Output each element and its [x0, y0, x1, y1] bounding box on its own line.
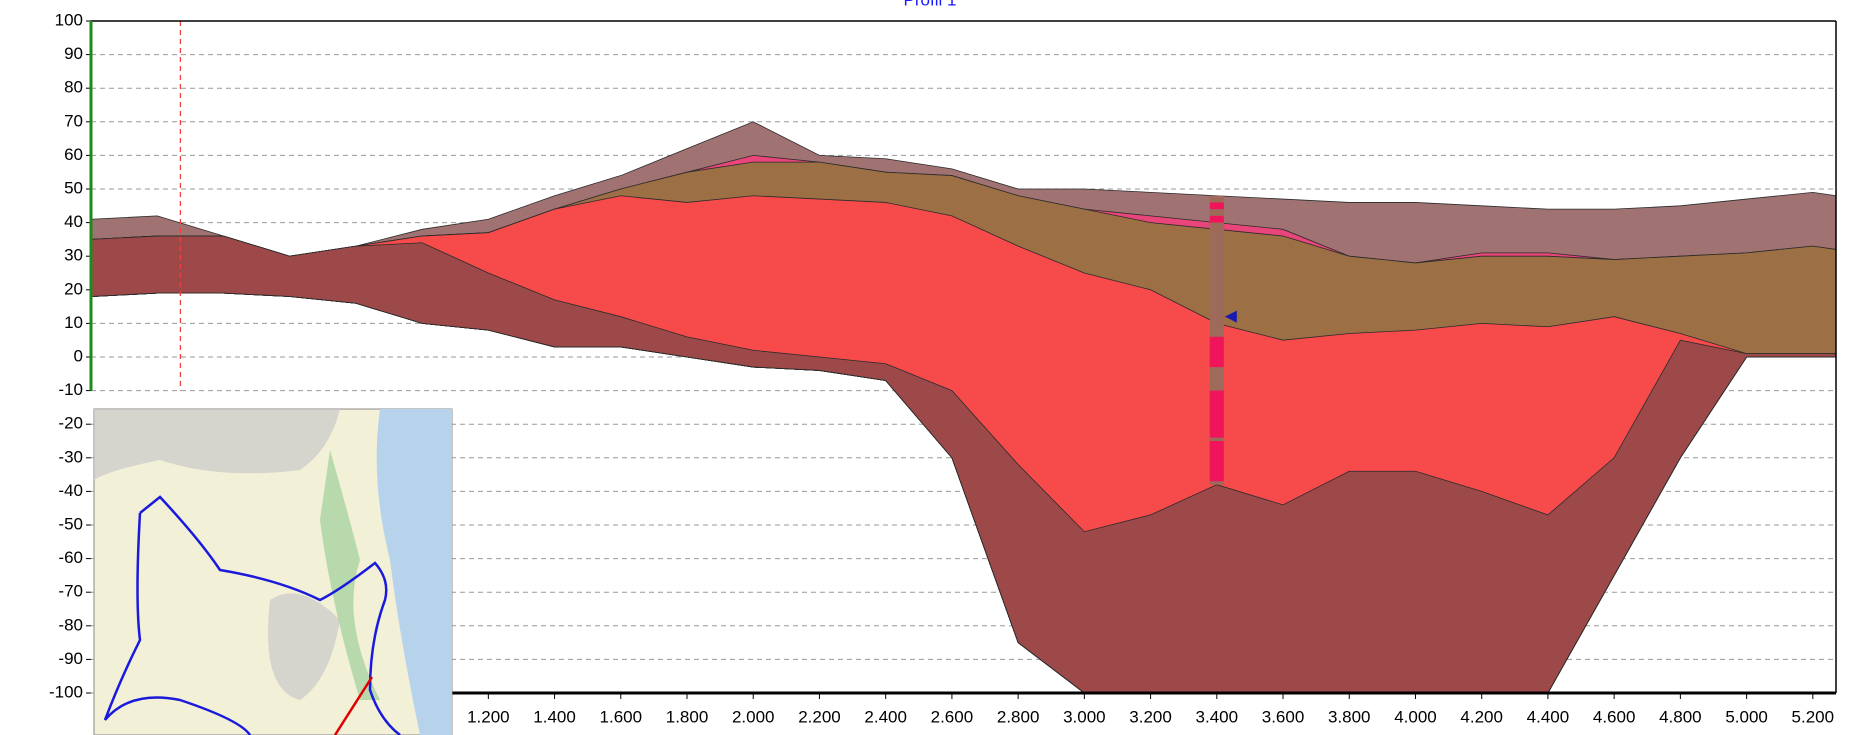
y-tick-label: -30 [58, 447, 83, 466]
y-tick-label: 90 [64, 44, 83, 63]
x-tick-label: 3.200 [1129, 707, 1172, 726]
y-tick-label: 0 [74, 346, 83, 365]
y-tick-label: -70 [58, 582, 83, 601]
borehole-segment [1210, 391, 1224, 438]
x-tick-label: 2.000 [732, 707, 775, 726]
y-tick-label: -80 [58, 615, 83, 634]
y-tick-label: 80 [64, 78, 83, 97]
borehole-segment [1210, 202, 1224, 209]
x-tick-label: 4.000 [1394, 707, 1437, 726]
borehole-segment [1210, 337, 1224, 367]
y-tick-label: 30 [64, 246, 83, 265]
x-tick-label: 1.400 [533, 707, 576, 726]
y-tick-label: 60 [64, 145, 83, 164]
x-tick-label: 4.400 [1527, 707, 1570, 726]
chart-title: Profil 1 [904, 0, 957, 9]
page: {"chart_data": {"type": "area", "title":… [0, 0, 1849, 735]
x-tick-label: 5.200 [1792, 707, 1835, 726]
y-tick-label: 40 [64, 212, 83, 231]
y-tick-label: 100 [55, 10, 83, 29]
y-tick-label: 10 [64, 313, 83, 332]
x-tick-label: 4.200 [1460, 707, 1503, 726]
x-tick-label: 3.400 [1196, 707, 1239, 726]
x-tick-label: 1.200 [467, 707, 510, 726]
y-tick-label: -40 [58, 481, 83, 500]
y-tick-label: 50 [64, 178, 83, 197]
borehole-segment [1210, 441, 1224, 481]
x-tick-label: 5.000 [1725, 707, 1768, 726]
x-tick-label: 1.600 [600, 707, 643, 726]
x-tick-label: 4.600 [1593, 707, 1636, 726]
x-tick-label: 4.800 [1659, 707, 1702, 726]
chart: -100-90-80-70-60-50-40-30-20-10010203040… [0, 0, 1849, 735]
y-tick-label: 70 [64, 111, 83, 130]
y-tick-label: -10 [58, 380, 83, 399]
borehole-segment [1210, 216, 1224, 223]
x-tick-label: 1.800 [666, 707, 709, 726]
x-tick-label: 2.800 [997, 707, 1040, 726]
x-tick-label: 2.200 [798, 707, 841, 726]
y-tick-label: -100 [49, 682, 83, 701]
x-tick-label: 2.600 [931, 707, 974, 726]
y-tick-label: 20 [64, 279, 83, 298]
x-tick-label: 2.400 [864, 707, 907, 726]
x-tick-label: 3.800 [1328, 707, 1371, 726]
y-tick-label: -90 [58, 649, 83, 668]
y-tick-label: -50 [58, 514, 83, 533]
y-tick-label: -20 [58, 414, 83, 433]
y-tick-label: -60 [58, 548, 83, 567]
x-tick-label: 3.600 [1262, 707, 1305, 726]
map-inset [94, 409, 452, 735]
x-tick-label: 3.000 [1063, 707, 1106, 726]
